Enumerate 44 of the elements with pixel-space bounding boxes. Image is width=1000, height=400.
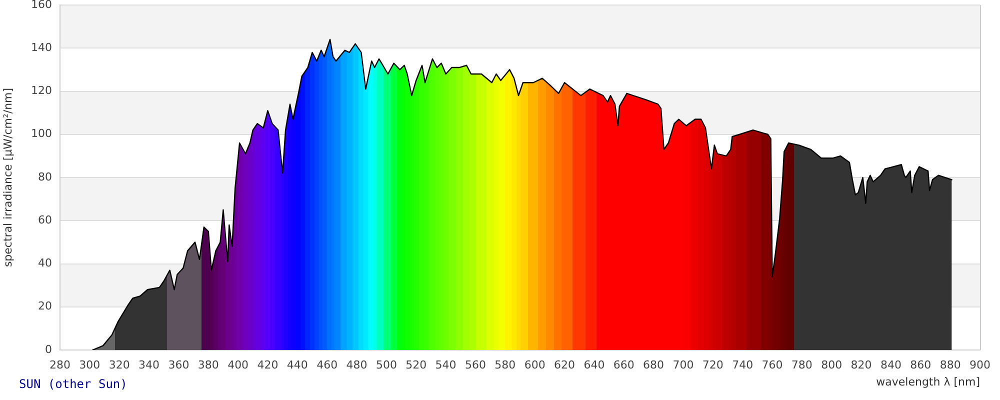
x-tick-label: 460 (316, 358, 338, 372)
x-tick-label: 900 (970, 358, 990, 372)
x-tick-label: 720 (702, 358, 724, 372)
x-tick-label: 820 (850, 358, 872, 372)
x-tick-label: 780 (791, 358, 812, 372)
x-tick-label: 560 (464, 358, 486, 372)
x-tick-label: 860 (910, 358, 932, 372)
y-tick-label: 60 (38, 213, 52, 226)
y-tick-label: 40 (38, 256, 52, 270)
y-tick-label: 80 (38, 170, 52, 184)
y-axis-title: spectral irradiance [µW/cm²/nm] (1, 88, 14, 268)
x-tick-label: 480 (346, 358, 368, 372)
x-tick-label: 380 (198, 358, 219, 372)
x-tick-label: 640 (584, 358, 605, 372)
x-tick-label: 880 (940, 358, 961, 372)
x-tick-label: 420 (257, 358, 278, 372)
x-tick-label: 300 (79, 358, 100, 372)
x-axis-title: wavelength λ [nm] (876, 375, 980, 388)
x-tick-label: 740 (732, 358, 754, 372)
x-tick-label: 620 (554, 358, 576, 372)
x-tick-label: 520 (406, 358, 427, 372)
y-tick-label: 100 (31, 127, 52, 140)
y-tick-label: 20 (38, 300, 52, 313)
x-tick-label: 760 (762, 358, 783, 372)
x-tick-label: 580 (494, 358, 516, 372)
x-tick-label: 400 (228, 358, 249, 372)
text: SUN (other Sun) (19, 376, 128, 392)
x-tick-label: 440 (286, 358, 308, 372)
x-tick-label: 700 (672, 358, 694, 372)
x-tick-label: 600 (524, 358, 546, 372)
y-tick-label: 120 (31, 84, 52, 98)
y-tick-label: 0 (45, 342, 52, 356)
x-tick-label: 340 (138, 358, 160, 372)
y-tick-label: 140 (31, 40, 52, 54)
x-tick-label: 800 (821, 358, 842, 372)
x-tick-label: 840 (880, 358, 902, 372)
x-tick-label: 680 (643, 358, 664, 372)
x-tick-label: 500 (376, 358, 397, 372)
x-tick-label: 660 (613, 358, 634, 372)
y-tick-label: 160 (31, 0, 52, 11)
x-tick-label: 360 (168, 358, 190, 372)
x-tick-label: 320 (108, 358, 130, 372)
x-tick-label: 540 (435, 358, 456, 372)
x-tick-label: 280 (50, 358, 70, 372)
